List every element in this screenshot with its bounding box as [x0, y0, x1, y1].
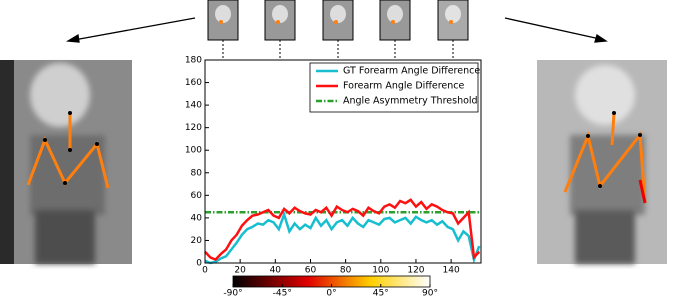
x-tick-label: 120 — [407, 266, 424, 276]
colorbar-tick-label: 90° — [422, 289, 438, 296]
y-tick-label: 100 — [185, 146, 202, 156]
x-tick-label: 40 — [270, 266, 282, 276]
x-tick-label: 0 — [202, 266, 208, 276]
y-tick-label: 120 — [185, 123, 202, 133]
thumbnails — [207, 0, 469, 60]
x-tick-label: 140 — [443, 266, 460, 276]
colorbar-tick-label: 0° — [326, 289, 336, 296]
x-tick-label: 20 — [234, 266, 246, 276]
legend-label: GT Forearm Angle Difference — [343, 66, 480, 77]
legend: GT Forearm Angle Difference Forearm Angle… — [309, 62, 480, 113]
x-tick-label: 80 — [340, 266, 352, 276]
colorbar-tick-label: -90° — [223, 289, 242, 296]
x-tick-label: 60 — [305, 266, 317, 276]
y-tick-label: 20 — [191, 236, 203, 246]
series-line — [204, 210, 481, 265]
y-tick-label: 80 — [191, 168, 203, 178]
y-tick-label: 180 — [185, 56, 202, 66]
axes-frame — [204, 59, 482, 264]
colorbar-tick-label: 45° — [373, 289, 389, 296]
arrows — [65, 17, 608, 43]
right-photo — [537, 60, 667, 264]
y-tick-label: 40 — [191, 213, 203, 223]
legend-label: Forearm Angle Difference — [343, 81, 464, 92]
series-line — [204, 198, 481, 262]
legend-label: Angle Asymmetry Threshold — [343, 96, 478, 107]
plot: 0 20 40 60 80 100 120 140 160 180 0 20 40 60 80 100 120 1… — [185, 56, 481, 296]
y-tick-label: 0 — [196, 259, 202, 269]
y-tick-label: 60 — [191, 191, 203, 201]
left-photo — [0, 60, 132, 264]
y-tick-label: 160 — [185, 78, 202, 88]
y-tick-label: 140 — [185, 101, 202, 111]
x-tick-label: 100 — [372, 266, 389, 276]
colorbar-tick-label: -45° — [273, 289, 292, 296]
